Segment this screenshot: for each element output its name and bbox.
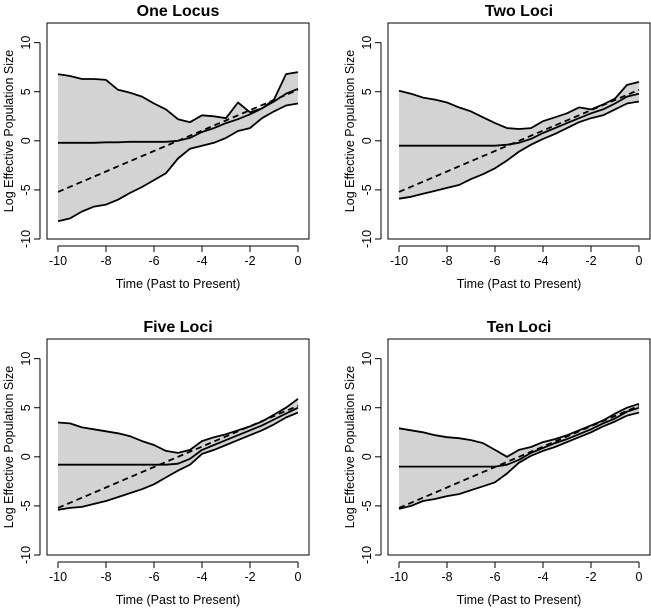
series-line-upper xyxy=(398,402,640,458)
y-tick-label: 10 xyxy=(360,36,374,50)
x-tick-label: 0 xyxy=(295,570,302,584)
x-tick-label: -6 xyxy=(489,570,500,584)
x-tick-label: -4 xyxy=(537,570,548,584)
chart-panel-4: Ten Loci -10 -8 -6 -4 -2 0 -10 -5 0 5 10 Time (Past … xyxy=(343,319,651,607)
chart-panel-2: Two Loci -10 -8 -6 -4 -2 0 -10 -5 0 5 10 Time (Past … xyxy=(343,3,651,291)
series-line-truth xyxy=(57,88,299,193)
y-tick-label: -5 xyxy=(19,500,33,511)
x-axis-label: Time (Past to Present) xyxy=(116,277,241,291)
series-line-median xyxy=(399,406,640,468)
x-tick-label: -4 xyxy=(196,254,207,268)
y-tick-label: -10 xyxy=(360,230,374,248)
series-line-lower xyxy=(398,100,640,200)
x-tick-label: -2 xyxy=(244,254,255,268)
chart-panel-3: Five Loci -10 -8 -6 -4 -2 0 -10 -5 0 5 10 Time (Past… xyxy=(2,319,310,607)
y-tick-label: 0 xyxy=(19,137,33,144)
y-tick-label: 0 xyxy=(360,137,374,144)
series-line-truth xyxy=(57,404,299,509)
y-axis-label: Log Effective Population Size xyxy=(2,50,16,212)
x-tick-label: -10 xyxy=(49,570,67,584)
x-axis-label: Time (Past to Present) xyxy=(457,277,582,291)
x-tick-label: -2 xyxy=(585,254,596,268)
x-tick-label: 0 xyxy=(636,254,643,268)
plot-frame xyxy=(387,22,651,240)
x-axis-label: Time (Past to Present) xyxy=(116,593,241,607)
y-tick-label: -10 xyxy=(19,546,33,564)
x-tick-label: -2 xyxy=(244,570,255,584)
x-tick-label: -4 xyxy=(537,254,548,268)
series-line-lower xyxy=(57,411,299,511)
y-tick-label: -5 xyxy=(360,500,374,511)
series-line-median xyxy=(399,92,640,147)
y-tick-label: 10 xyxy=(360,352,374,366)
y-tick-label: 10 xyxy=(19,36,33,50)
chart-title: Ten Loci xyxy=(487,319,552,336)
x-tick-label: -8 xyxy=(100,570,111,584)
y-tick-label: 0 xyxy=(19,453,33,460)
series-line-truth xyxy=(398,404,640,509)
series-line-truth xyxy=(398,88,640,193)
x-tick-label: -6 xyxy=(489,254,500,268)
plot-frame xyxy=(46,338,310,556)
y-axis-label: Log Effective Population Size xyxy=(2,366,16,528)
x-tick-label: -10 xyxy=(49,254,67,268)
x-tick-label: -6 xyxy=(148,570,159,584)
y-tick-label: 5 xyxy=(19,404,33,411)
y-tick-label: -10 xyxy=(19,230,33,248)
x-tick-label: -10 xyxy=(390,254,408,268)
y-tick-label: 5 xyxy=(360,404,374,411)
chart-title: Two Loci xyxy=(485,3,553,20)
x-tick-label: -8 xyxy=(441,254,452,268)
y-tick-label: -10 xyxy=(360,546,374,564)
credible-band xyxy=(58,72,298,222)
y-tick-label: 0 xyxy=(360,453,374,460)
x-tick-label: -8 xyxy=(441,570,452,584)
y-axis-label: Log Effective Population Size xyxy=(343,50,357,212)
x-tick-label: 0 xyxy=(295,254,302,268)
x-axis-label: Time (Past to Present) xyxy=(457,593,582,607)
series-line-lower xyxy=(57,102,299,223)
chart-panel-1: One Locus -10 -8 -6 -4 -2 0 -10 -5 0 5 10 Time (Past… xyxy=(2,3,310,291)
y-tick-label: -5 xyxy=(360,184,374,195)
series-line-upper xyxy=(398,81,640,130)
series-line-upper xyxy=(57,398,299,454)
series-line-median xyxy=(58,406,299,466)
y-tick-label: 5 xyxy=(19,88,33,95)
plot-frame xyxy=(46,22,310,240)
x-tick-label: -8 xyxy=(100,254,111,268)
series-line-lower xyxy=(398,411,640,510)
chart-title: One Locus xyxy=(137,3,220,20)
y-tick-label: -5 xyxy=(19,184,33,195)
y-tick-label: 10 xyxy=(19,352,33,366)
x-tick-label: 0 xyxy=(636,570,643,584)
y-axis-label: Log Effective Population Size xyxy=(343,366,357,528)
x-tick-label: -6 xyxy=(148,254,159,268)
x-tick-label: -4 xyxy=(196,570,207,584)
chart-title: Five Loci xyxy=(143,319,212,336)
x-tick-label: -2 xyxy=(585,570,596,584)
y-tick-label: 5 xyxy=(360,88,374,95)
plot-frame xyxy=(387,338,651,556)
credible-band xyxy=(58,398,298,510)
x-tick-label: -10 xyxy=(390,570,408,584)
